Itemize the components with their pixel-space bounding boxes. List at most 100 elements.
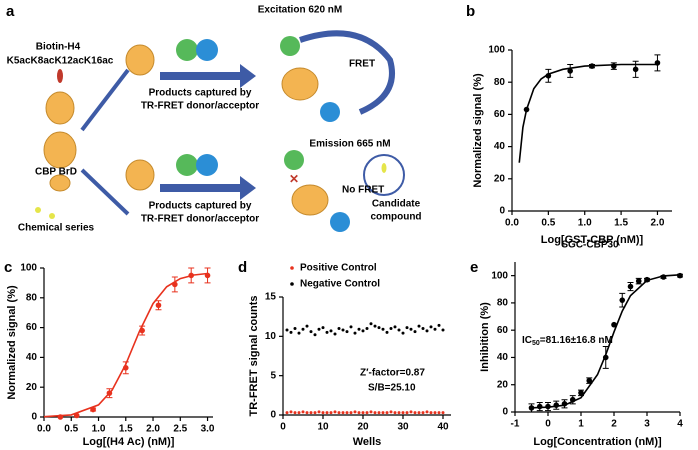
label: Products captured by bbox=[149, 88, 252, 99]
data-point bbox=[409, 327, 413, 331]
y-tick-label: 10 bbox=[265, 331, 277, 342]
data-point bbox=[385, 411, 389, 415]
y-tick-label: 80 bbox=[494, 77, 506, 88]
acceptor bbox=[196, 154, 218, 176]
data-point bbox=[313, 411, 317, 415]
compound bbox=[49, 213, 55, 219]
compound-circle bbox=[363, 154, 405, 196]
data-point bbox=[425, 329, 429, 333]
data-point bbox=[333, 332, 337, 336]
axis bbox=[511, 50, 672, 212]
data-point bbox=[561, 401, 568, 407]
legend-marker bbox=[290, 282, 294, 286]
data-point bbox=[536, 403, 543, 410]
data-point bbox=[337, 326, 341, 330]
y-tick-label: 60 bbox=[26, 322, 38, 333]
annotation-part: =81.16±16.8 nM bbox=[540, 335, 613, 346]
panel-label: c bbox=[4, 259, 12, 276]
x-tick-label: 4 bbox=[677, 419, 683, 430]
axis bbox=[282, 297, 451, 416]
protein bbox=[49, 174, 71, 192]
label: Emission 665 nM bbox=[309, 139, 390, 150]
arrow bbox=[80, 168, 130, 216]
x-tick-label: 1 bbox=[578, 419, 584, 430]
legend-label: Positive Control bbox=[300, 263, 377, 274]
data-point bbox=[289, 410, 293, 414]
x-tick-label: 20 bbox=[357, 422, 369, 433]
x-tick-label: -1 bbox=[511, 419, 520, 430]
schematic: a ✕ Biotin-H4 K5acK8acK12acK16ac CBP BrD… bbox=[6, 3, 422, 234]
panel-label: d bbox=[238, 259, 247, 276]
label: TR-FRET donor/acceptor bbox=[141, 214, 259, 225]
data-point bbox=[329, 329, 333, 333]
data-point bbox=[373, 324, 377, 328]
data-point bbox=[293, 326, 297, 330]
data-point bbox=[393, 325, 397, 329]
x-tick-label: 30 bbox=[397, 422, 409, 433]
data-point bbox=[155, 302, 162, 309]
data-point bbox=[421, 326, 425, 330]
data-point bbox=[528, 405, 535, 411]
x-tick-label: 1.5 bbox=[119, 424, 133, 435]
label: CBP BrD bbox=[35, 167, 77, 178]
data-point bbox=[586, 377, 593, 384]
data-point bbox=[381, 411, 385, 415]
label: FRET bbox=[349, 59, 375, 70]
y-tick-label: 15 bbox=[265, 292, 277, 303]
cross: ✕ bbox=[289, 172, 299, 186]
label: compound bbox=[370, 212, 421, 223]
data-point bbox=[405, 326, 409, 330]
y-tick-label: 100 bbox=[491, 270, 508, 281]
x-axis-label: Log[(H4 Ac) (nM)] bbox=[83, 436, 175, 448]
y-tick-label: 20 bbox=[26, 382, 38, 393]
data-point bbox=[545, 403, 551, 410]
protein bbox=[125, 159, 155, 191]
data-point bbox=[317, 410, 321, 414]
donor bbox=[280, 36, 300, 56]
y-tick-label: 0 bbox=[31, 412, 37, 423]
fit-curve bbox=[518, 63, 658, 163]
data-point bbox=[437, 323, 441, 327]
data-point bbox=[345, 330, 349, 334]
data-point bbox=[417, 324, 421, 328]
data-point bbox=[429, 325, 433, 329]
donor bbox=[284, 150, 304, 170]
data-point bbox=[357, 411, 361, 415]
data-point bbox=[321, 326, 325, 330]
x-tick-label: 3.0 bbox=[201, 424, 215, 435]
panel-label: a bbox=[6, 3, 15, 20]
data-point bbox=[523, 106, 530, 113]
arrow bbox=[160, 64, 256, 88]
data-point bbox=[635, 278, 642, 284]
donor bbox=[176, 39, 198, 61]
data-point bbox=[632, 66, 639, 73]
x-tick-label: 0 bbox=[545, 419, 551, 430]
data-point bbox=[619, 297, 626, 303]
data-point bbox=[627, 283, 634, 290]
data-point bbox=[545, 72, 552, 79]
legend-label: Negative Control bbox=[300, 279, 380, 290]
chart: c 0.0 0.5 1.0 1.5 2.0 2.5 3.0 0 20 40 60 80 100 Log[(H… bbox=[4, 259, 215, 448]
data-point bbox=[90, 406, 96, 413]
data-point bbox=[644, 276, 650, 283]
x-tick-label: 1.5 bbox=[614, 218, 628, 229]
data-point bbox=[365, 411, 369, 415]
data-point bbox=[433, 327, 437, 331]
data-point bbox=[106, 390, 113, 396]
data-point bbox=[611, 63, 617, 69]
data-point bbox=[341, 411, 345, 415]
label: Biotin-H4 bbox=[36, 42, 81, 53]
data-point bbox=[353, 410, 357, 414]
y-tick-label: 60 bbox=[497, 325, 509, 336]
data-point bbox=[329, 411, 333, 415]
y-tick-label: 80 bbox=[26, 292, 38, 303]
compound bbox=[35, 207, 41, 213]
fret-arrow bbox=[299, 30, 395, 115]
data-point bbox=[677, 272, 683, 279]
data-point bbox=[139, 327, 145, 334]
data-point bbox=[660, 274, 667, 280]
data-point bbox=[297, 411, 301, 415]
data-point bbox=[293, 411, 297, 415]
label: Candidate bbox=[372, 199, 421, 210]
data-point bbox=[333, 410, 337, 414]
